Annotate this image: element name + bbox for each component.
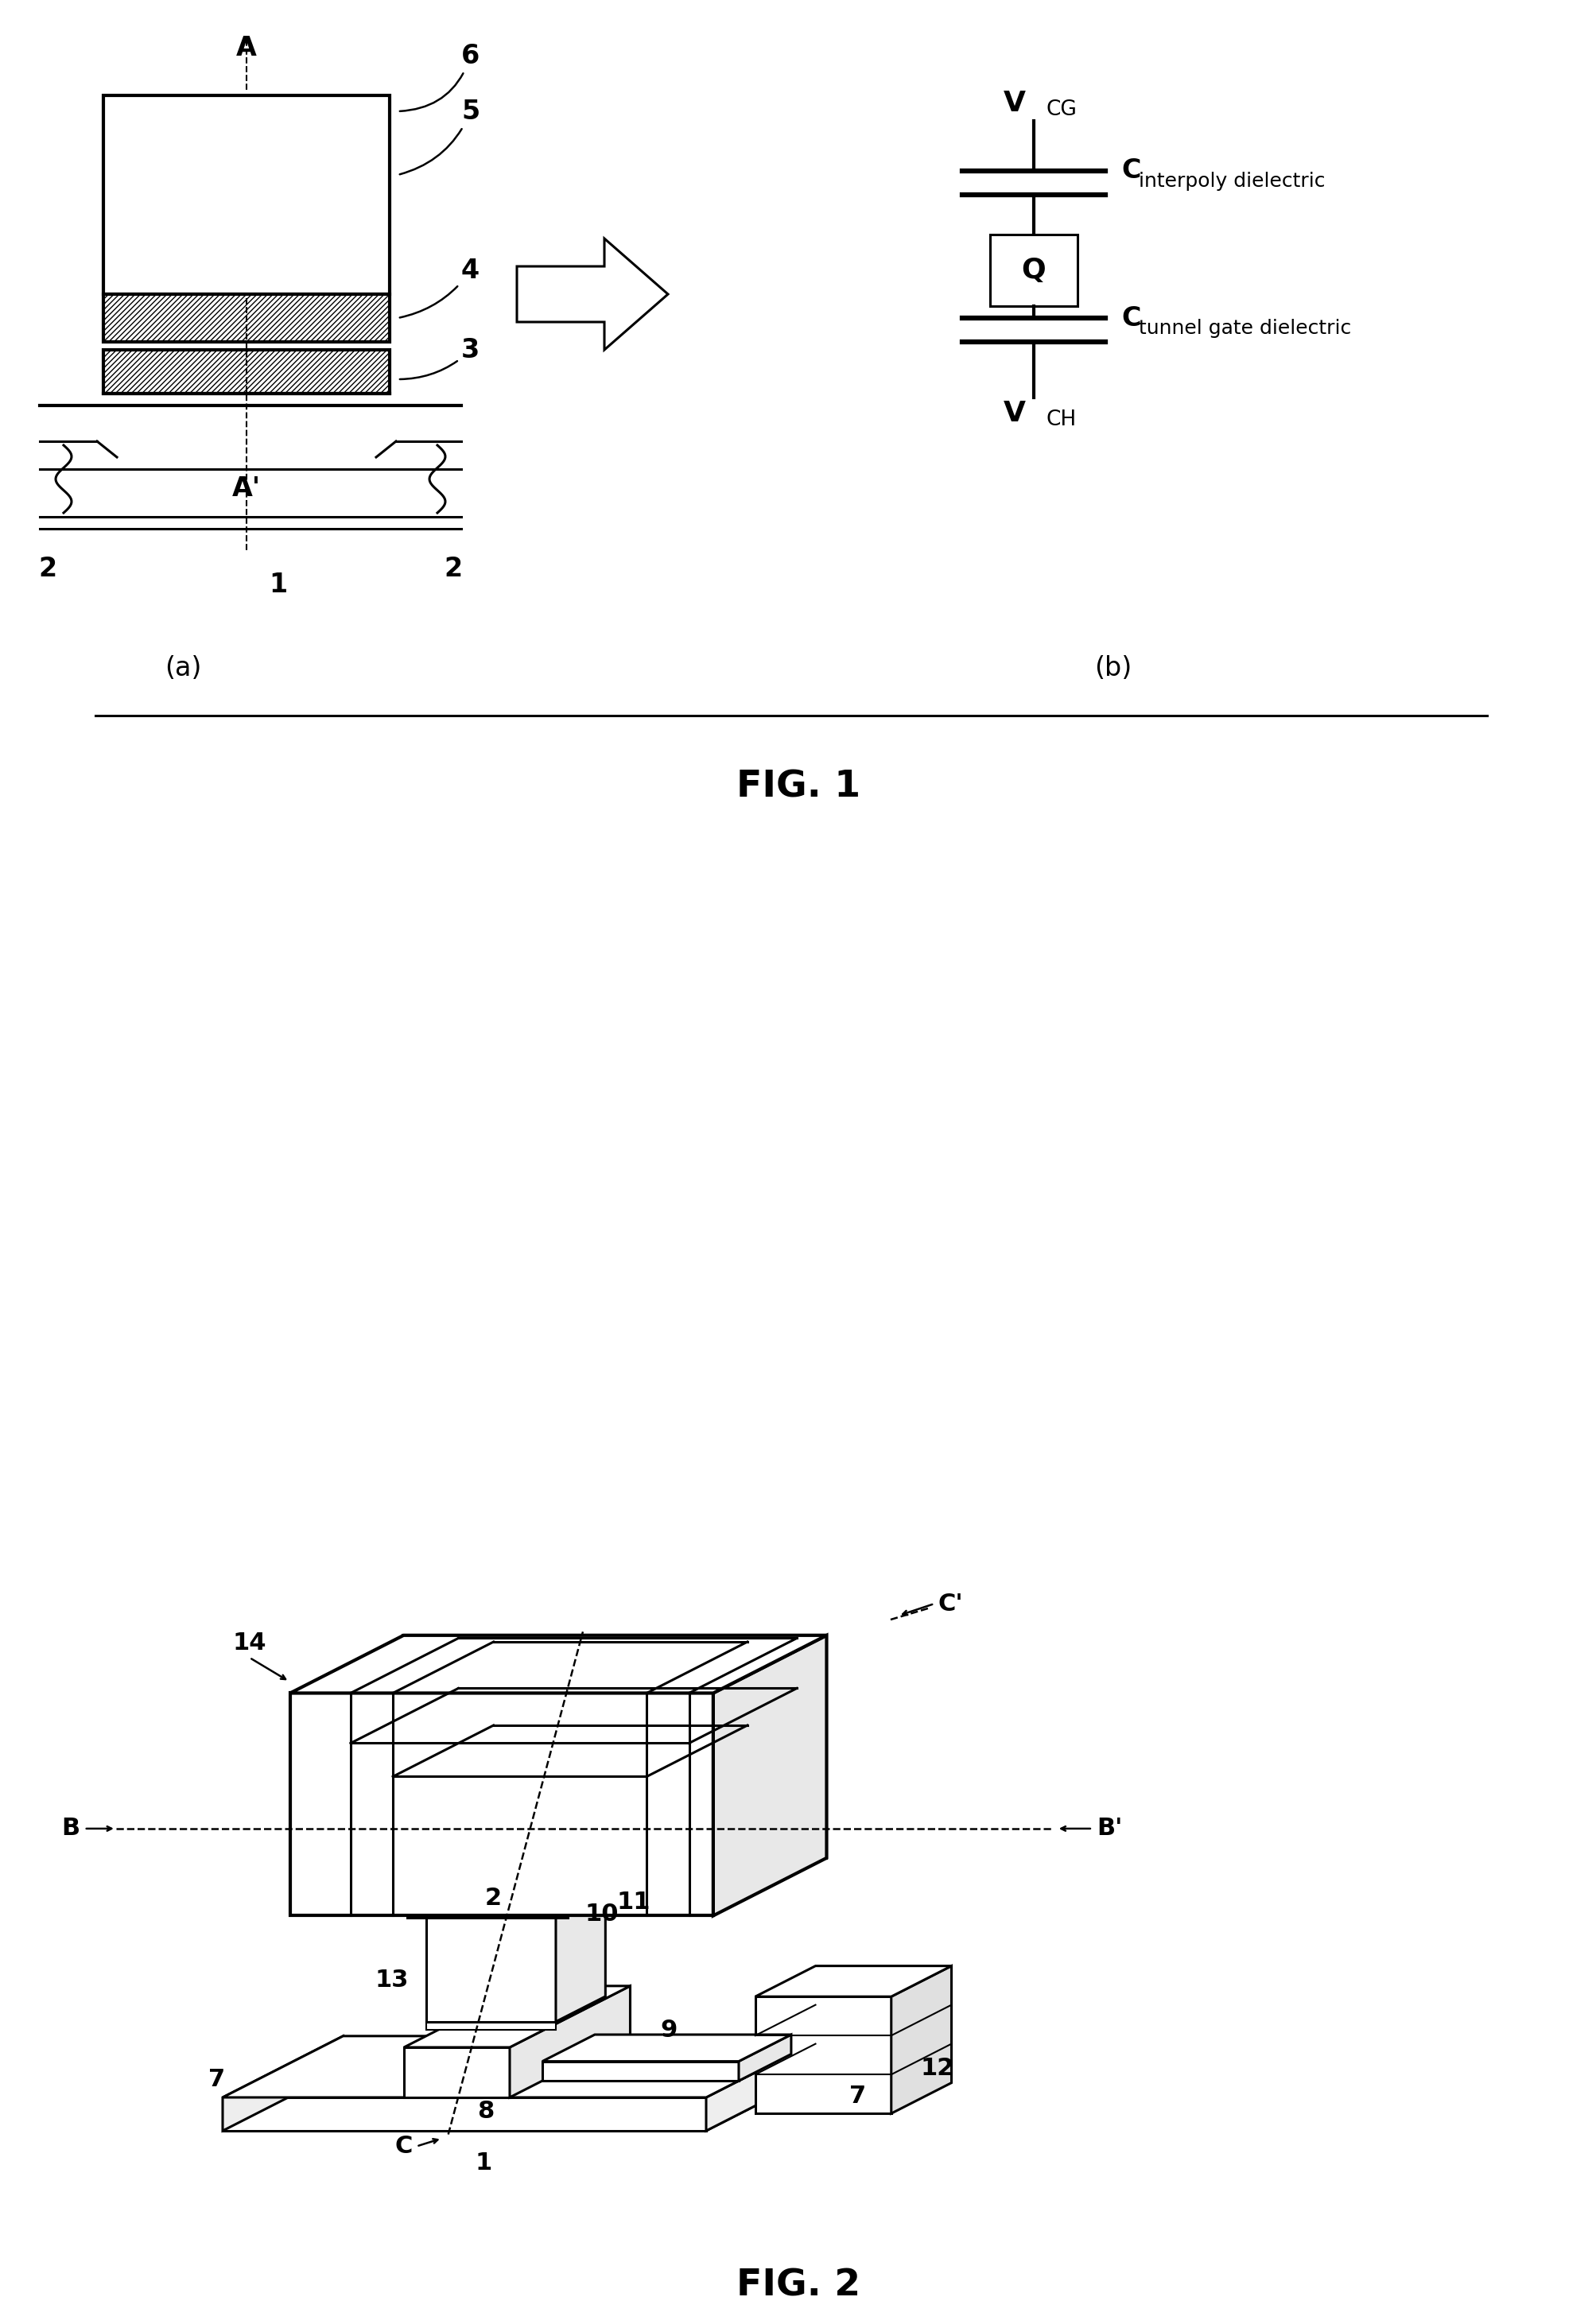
Text: FIG. 1: FIG. 1: [736, 769, 860, 804]
Text: interpoly dielectric: interpoly dielectric: [1138, 172, 1325, 191]
Text: 7: 7: [849, 2085, 865, 2108]
Text: C': C': [938, 1592, 962, 1615]
Polygon shape: [523, 1987, 630, 2036]
Polygon shape: [104, 95, 389, 295]
Text: 12: 12: [919, 2057, 954, 2080]
Text: 6: 6: [399, 42, 479, 112]
Text: Q: Q: [1021, 258, 1045, 284]
Text: 3: 3: [399, 337, 479, 379]
Polygon shape: [407, 1903, 567, 1917]
Polygon shape: [990, 235, 1077, 307]
Text: 14: 14: [233, 1631, 267, 1655]
Polygon shape: [713, 1636, 827, 1915]
Text: 9: 9: [661, 2020, 677, 2043]
Polygon shape: [290, 1694, 713, 1915]
Text: 1: 1: [474, 2152, 492, 2175]
Polygon shape: [222, 2068, 827, 2131]
Text: 5: 5: [399, 98, 479, 174]
Polygon shape: [404, 1987, 630, 2047]
Polygon shape: [543, 2034, 790, 2061]
Polygon shape: [755, 1966, 951, 1996]
Text: C: C: [394, 2136, 412, 2159]
Polygon shape: [705, 2036, 827, 2131]
Polygon shape: [290, 1636, 827, 1694]
Polygon shape: [222, 2036, 827, 2096]
Text: A': A': [231, 476, 260, 502]
Polygon shape: [222, 2096, 705, 2131]
Polygon shape: [517, 239, 667, 351]
Polygon shape: [222, 2036, 343, 2131]
Text: 2: 2: [38, 555, 57, 581]
Text: C: C: [1120, 304, 1140, 330]
Text: 1: 1: [270, 572, 287, 597]
Text: B': B': [1096, 1817, 1122, 1841]
Polygon shape: [509, 1987, 630, 2096]
Polygon shape: [543, 2061, 739, 2080]
Text: 4: 4: [399, 258, 479, 318]
Text: C: C: [1120, 158, 1140, 184]
Polygon shape: [407, 1875, 624, 1903]
Polygon shape: [555, 1892, 605, 2022]
Polygon shape: [426, 1915, 555, 2022]
Text: 7: 7: [209, 2068, 225, 2092]
Text: 13: 13: [375, 1968, 409, 1992]
Polygon shape: [404, 2047, 509, 2096]
Polygon shape: [739, 2034, 790, 2080]
Text: tunnel gate dielectric: tunnel gate dielectric: [1138, 318, 1350, 337]
Text: V: V: [1002, 400, 1025, 428]
Polygon shape: [404, 1636, 827, 1857]
Text: 8: 8: [477, 2101, 495, 2122]
Polygon shape: [426, 2022, 555, 2029]
Text: B: B: [62, 1817, 80, 1841]
Polygon shape: [755, 1996, 891, 2113]
Polygon shape: [426, 1892, 605, 1915]
Polygon shape: [104, 351, 389, 393]
Text: FIG. 2: FIG. 2: [736, 2268, 860, 2303]
Text: CH: CH: [1045, 409, 1076, 430]
Text: 2: 2: [485, 1887, 501, 1910]
Text: CG: CG: [1045, 100, 1077, 121]
Text: A: A: [236, 35, 257, 60]
Polygon shape: [343, 2036, 827, 2068]
Polygon shape: [891, 1966, 951, 2113]
Text: 11: 11: [616, 1892, 650, 1915]
Text: V: V: [1002, 91, 1025, 116]
Text: 10: 10: [584, 1903, 619, 1927]
Polygon shape: [104, 295, 389, 342]
Text: 2: 2: [444, 555, 463, 581]
Text: (b): (b): [1093, 655, 1132, 681]
Text: (a): (a): [164, 655, 201, 681]
Polygon shape: [426, 1996, 605, 2022]
